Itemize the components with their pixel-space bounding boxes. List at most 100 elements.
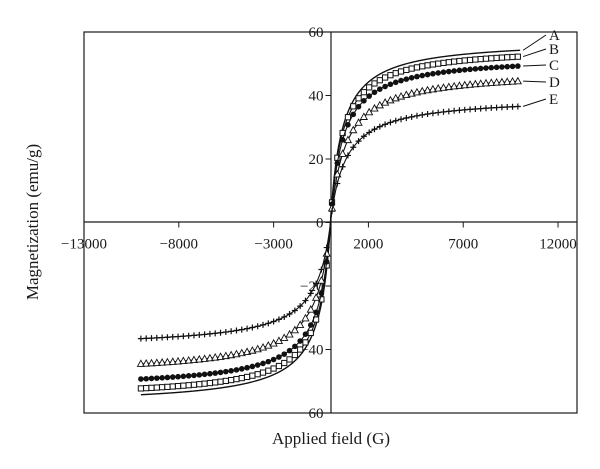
data-point-E — [302, 297, 309, 304]
data-point-D — [264, 341, 273, 349]
data-point-C — [472, 66, 479, 72]
data-point-B — [466, 56, 474, 64]
data-point-D — [200, 354, 209, 362]
data-point-E — [339, 163, 346, 170]
data-point-E — [413, 112, 420, 119]
data-point-C — [212, 370, 219, 376]
data-point-E — [212, 330, 219, 337]
data-point-E — [472, 105, 479, 112]
data-point-B — [185, 382, 192, 389]
data-point-D — [157, 358, 167, 366]
data-point-C — [435, 70, 442, 76]
data-point-D — [481, 78, 491, 87]
data-point-B — [196, 381, 203, 388]
x-tick-label: −3000 — [254, 237, 292, 253]
data-point-E — [355, 138, 362, 145]
data-point-C — [228, 367, 234, 374]
legend-item-E: E — [522, 92, 558, 108]
data-point-D — [285, 329, 294, 338]
data-point-E — [265, 320, 272, 327]
data-point-D — [439, 83, 448, 91]
data-point-B — [371, 80, 378, 87]
data-point-E — [206, 330, 213, 337]
data-point-C — [483, 65, 489, 71]
data-point-D — [497, 77, 507, 86]
data-point-D — [423, 85, 432, 94]
data-point-C — [148, 375, 155, 382]
data-point-C — [515, 63, 521, 69]
data-point-E — [482, 105, 489, 112]
legend-item-B: B — [522, 42, 559, 58]
data-point-D — [455, 81, 464, 89]
data-point-E — [392, 117, 399, 124]
data-point-E — [477, 105, 484, 112]
data-point-B — [461, 57, 468, 64]
data-point-B — [413, 64, 421, 71]
data-point-B — [153, 384, 160, 391]
data-point-E — [222, 329, 229, 336]
data-point-B — [382, 74, 389, 81]
data-point-E — [451, 107, 458, 114]
data-point-D — [226, 350, 236, 359]
data-point-E — [408, 113, 415, 120]
data-point-D — [317, 276, 326, 284]
legend-leader-line — [523, 80, 547, 83]
data-point-C — [260, 360, 266, 367]
data-point-B — [249, 372, 256, 379]
data-point-B — [159, 384, 166, 391]
data-point-B — [350, 103, 357, 110]
data-point-C — [292, 343, 298, 350]
data-point-E — [275, 316, 282, 323]
data-point-E — [424, 111, 431, 118]
data-point-C — [249, 363, 256, 370]
data-point-C — [403, 76, 410, 82]
data-point-D — [179, 356, 188, 365]
data-point-B — [190, 381, 198, 388]
data-point-B — [504, 54, 511, 61]
data-point-E — [238, 326, 245, 333]
data-point-B — [238, 374, 245, 382]
data-point-B — [137, 385, 144, 392]
data-point-E — [398, 116, 405, 123]
series-layer — [136, 49, 522, 396]
data-point-C — [345, 122, 351, 128]
data-point-C — [398, 77, 404, 84]
data-point-B — [435, 60, 442, 67]
legend-label: D — [549, 75, 560, 91]
data-point-E — [196, 331, 203, 338]
data-point-B — [509, 53, 516, 61]
data-point-B — [456, 57, 463, 65]
data-point-D — [173, 356, 183, 365]
data-point-D — [476, 79, 485, 87]
data-point-C — [286, 347, 293, 354]
data-point-C — [440, 69, 447, 76]
data-point-B — [355, 95, 362, 102]
data-point-B — [514, 53, 521, 60]
data-point-D — [513, 76, 522, 85]
data-point-C — [339, 137, 346, 143]
data-point-B — [180, 382, 187, 389]
data-point-B — [270, 365, 277, 372]
data-point-B — [169, 383, 176, 390]
data-point-B — [174, 382, 182, 390]
data-point-C — [366, 93, 372, 99]
data-point-C — [382, 83, 388, 90]
data-point-B — [148, 384, 155, 391]
data-point-E — [350, 144, 357, 151]
data-point-C — [175, 373, 181, 380]
data-point-E — [360, 133, 367, 140]
data-point-E — [180, 333, 187, 340]
data-point-C — [217, 369, 224, 376]
data-point-B — [344, 114, 352, 121]
data-point-B — [429, 61, 436, 68]
data-point-D — [333, 169, 342, 178]
data-point-B — [488, 55, 495, 62]
data-point-E — [249, 324, 256, 331]
data-point-C — [451, 68, 457, 74]
data-point-D — [444, 82, 453, 91]
data-point-C — [377, 86, 383, 92]
x-tick-label: 12000 — [539, 237, 577, 253]
data-point-B — [403, 66, 410, 74]
data-point-B — [265, 367, 272, 374]
